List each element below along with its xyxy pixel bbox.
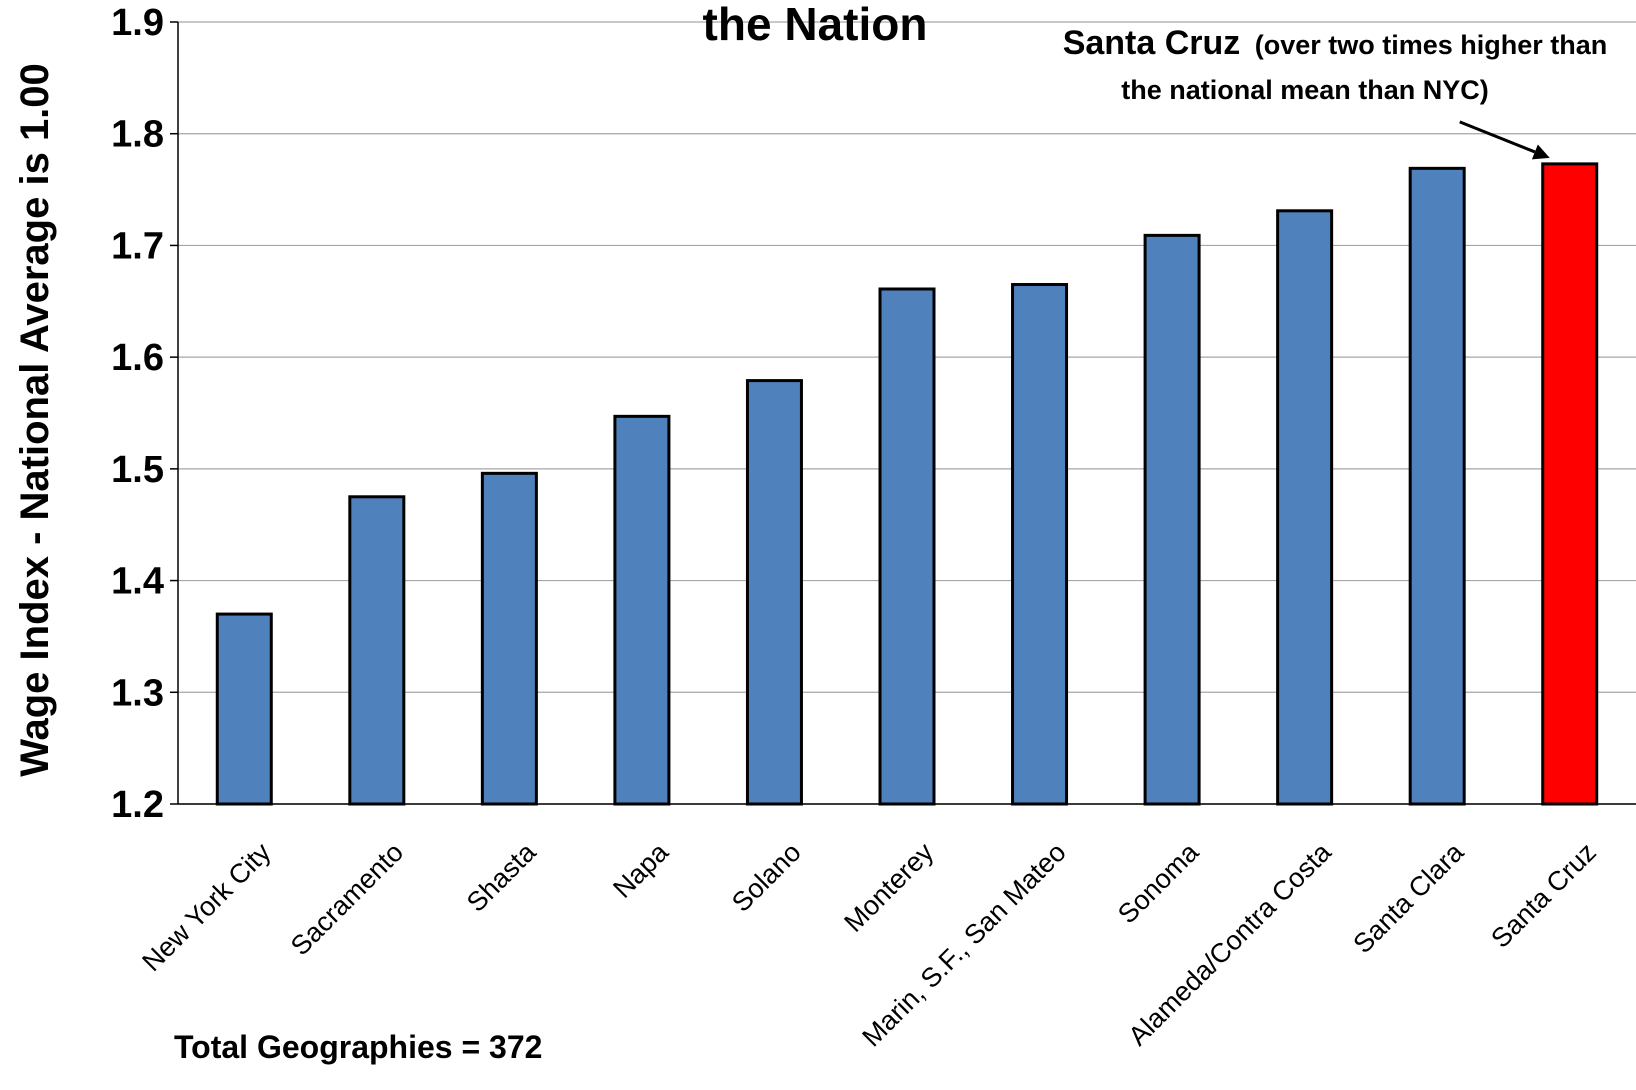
x-tick-label: New York City xyxy=(136,837,276,977)
bar xyxy=(348,495,406,806)
x-tick-labels: New York City Sacramento Shasta Napa Solano M… xyxy=(136,836,1602,1052)
annotation-line-2: the national mean than NYC) xyxy=(1121,75,1489,105)
x-tick-label: Sacramento xyxy=(285,837,409,961)
bar xyxy=(745,379,803,806)
bar xyxy=(215,612,273,806)
annotation-strong: Santa Cruz xyxy=(1063,24,1241,62)
chart-title: the Nation xyxy=(703,0,928,50)
axes xyxy=(177,22,1636,805)
y-tick-label: 1.8 xyxy=(111,114,164,156)
x-tick-label: Shasta xyxy=(461,836,542,917)
bars xyxy=(215,162,1599,806)
y-axis-label: Wage Index - National Average is 1.00 xyxy=(13,63,57,777)
y-tick-label: 1.6 xyxy=(111,337,164,379)
bar xyxy=(1541,162,1599,806)
footnote: Total Geographies = 372 xyxy=(174,1029,542,1065)
bar xyxy=(1011,283,1069,806)
y-tick-label: 1.2 xyxy=(111,784,164,826)
bar xyxy=(1143,233,1201,806)
y-tick-label: 1.9 xyxy=(111,2,164,44)
annotation-arrow xyxy=(1459,120,1536,154)
y-tick-label: 1.7 xyxy=(111,225,164,267)
annotation-arrowhead xyxy=(1531,144,1550,160)
annotation: Santa Cruz (over two times higher than t… xyxy=(1063,24,1608,160)
x-tick-label: Solano xyxy=(726,837,807,918)
y-tick-label: 1.4 xyxy=(111,561,164,603)
y-tick-label: 1.5 xyxy=(111,449,164,491)
x-tick-label: Santa Clara xyxy=(1347,836,1470,959)
bar xyxy=(613,414,671,806)
bar xyxy=(1408,166,1466,806)
annotation-line-1: Santa Cruz (over two times higher than xyxy=(1063,24,1608,62)
bar xyxy=(878,287,936,806)
x-tick-label: Napa xyxy=(607,836,675,904)
x-tick-label: Santa Cruz xyxy=(1485,837,1602,954)
annotation-line-1-rest: (over two times higher than xyxy=(1255,30,1608,60)
y-tick-label: 1.3 xyxy=(111,672,164,714)
bar xyxy=(1276,209,1334,806)
y-tick-labels: 1.2 1.3 1.4 1.5 1.6 1.7 1.8 1.9 xyxy=(111,2,164,826)
x-tick-label: Monterey xyxy=(838,837,939,938)
bar xyxy=(480,471,538,806)
x-tick-label: Sonoma xyxy=(1112,836,1205,929)
